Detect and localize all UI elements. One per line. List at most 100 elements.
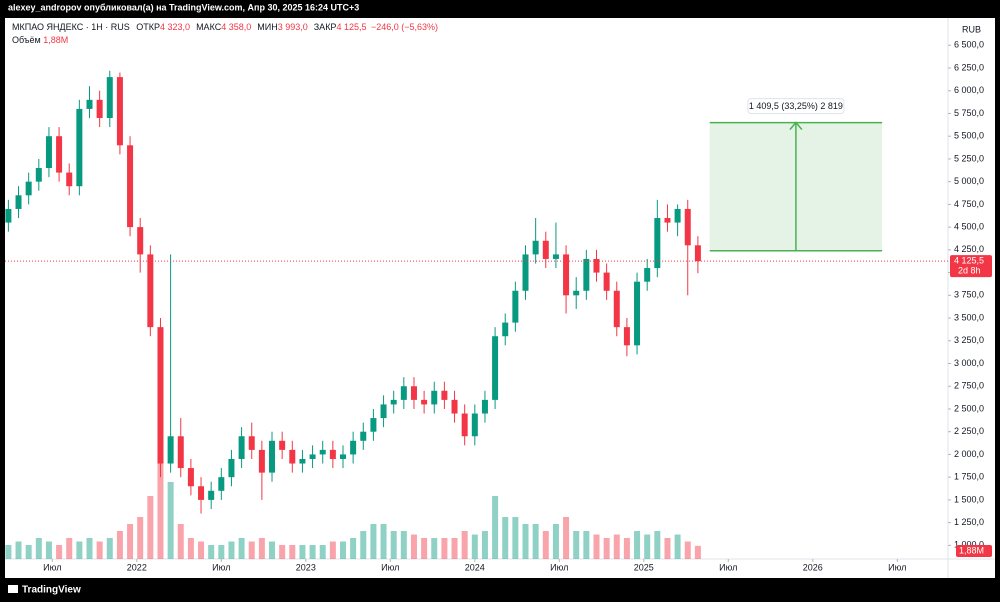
volume-bar	[66, 538, 73, 559]
volume-bar	[583, 531, 590, 559]
candle-body	[309, 454, 316, 459]
y-tick-label: 1 250,0	[954, 517, 984, 527]
volume-bar	[177, 524, 184, 559]
countdown: 2d 8h	[958, 266, 981, 276]
volume-bar	[329, 541, 336, 559]
field-value: 4 125,5	[336, 22, 367, 32]
x-tick-label: 2026	[803, 562, 823, 572]
field-value: 4 358,0	[221, 22, 252, 32]
candle-body	[350, 440, 357, 455]
measure-label-box	[747, 98, 845, 115]
volume-bar	[431, 538, 438, 559]
y-tick-label: 4 250,0	[954, 244, 984, 254]
y-tick-label: 2 750,0	[954, 381, 984, 391]
volume-bar	[461, 531, 468, 559]
y-tick-label: 1 750,0	[954, 472, 984, 482]
x-tick-label: 2022	[127, 562, 147, 572]
candle-body	[106, 77, 113, 119]
volume-bar	[86, 538, 93, 559]
candle-body	[116, 77, 123, 146]
volume-bar	[492, 496, 499, 559]
volume-bar	[522, 524, 529, 559]
volume-value: 1,88M	[43, 35, 69, 45]
volume-bar	[137, 517, 144, 559]
x-tick-label: Июл	[212, 562, 230, 572]
candle-body	[15, 195, 22, 209]
volume-bar	[694, 545, 701, 559]
candle-body	[431, 390, 438, 405]
x-tick-label: 2025	[634, 562, 654, 572]
volume-bar	[684, 541, 691, 559]
candle-body	[664, 218, 671, 223]
brand: TradingView	[8, 585, 81, 596]
y-tick-label: 1 000,0	[954, 540, 984, 550]
volume-bar	[127, 524, 134, 559]
candle-body	[177, 436, 184, 469]
volume-bar	[603, 538, 610, 559]
y-tick-label: 3 500,0	[954, 312, 984, 322]
brand-name: TradingView	[22, 585, 81, 596]
volume-bar	[76, 541, 83, 559]
volume-bar	[45, 541, 52, 559]
volume-bar	[228, 541, 235, 559]
field-value: 4 323,0	[160, 22, 191, 32]
volume-bar	[339, 541, 346, 559]
candle-body	[5, 208, 12, 223]
volume-bar	[25, 545, 32, 559]
candle-body	[623, 327, 630, 346]
candle-body	[299, 458, 306, 464]
candle-body	[593, 258, 600, 273]
candle-body	[258, 449, 265, 473]
volume-bar	[5, 545, 12, 559]
volume-bar	[289, 545, 296, 559]
volume-bar	[218, 545, 225, 559]
candle-body	[552, 254, 559, 259]
volume-bar	[35, 538, 42, 559]
candle-body	[76, 108, 83, 187]
volume-bar	[360, 531, 367, 559]
y-tick-label: 3 000,0	[954, 358, 984, 368]
x-tick-label: 2023	[296, 562, 316, 572]
change: −246,0 (−5,63%)	[370, 22, 439, 32]
candle-body	[400, 386, 407, 400]
candle-body	[269, 440, 276, 473]
candle-body	[370, 418, 377, 432]
volume-bar	[279, 545, 286, 559]
volume-bar	[502, 517, 509, 559]
volume-bar	[96, 541, 103, 559]
candle-body	[228, 458, 235, 478]
x-tick-label: Июл	[381, 562, 399, 572]
volume-bar	[613, 534, 620, 559]
y-tick-label: 3 750,0	[954, 290, 984, 300]
candle-body	[502, 322, 509, 337]
x-tick-label: Июл	[550, 562, 568, 572]
volume-bar	[56, 545, 63, 559]
candle-body	[603, 272, 610, 291]
publisher-line: alexey_andropov опубликовал(а) на Tradin…	[8, 2, 359, 12]
candle-body	[218, 477, 225, 491]
candle-body	[441, 390, 448, 400]
volume-bar	[370, 524, 377, 559]
field-name: ОТКР	[136, 22, 161, 32]
candle-body	[248, 436, 255, 450]
y-tick-label: 1 500,0	[954, 494, 984, 504]
volume-bar	[593, 534, 600, 559]
volume-bar	[644, 534, 651, 559]
field-name: МИН	[257, 22, 278, 32]
volume-bar	[634, 531, 641, 559]
volume-bar	[106, 538, 113, 559]
candle-body	[127, 145, 134, 228]
candle-body	[329, 449, 336, 459]
y-tick-label: 5 000,0	[954, 176, 984, 186]
volume-axis-label: 1,88M	[959, 545, 984, 555]
candle-body	[654, 218, 661, 269]
candle-body	[684, 208, 691, 246]
candle-body	[380, 404, 387, 419]
candle-body	[492, 336, 499, 400]
volume-bar	[654, 531, 661, 559]
candle-body	[45, 136, 52, 169]
candle-body	[481, 399, 488, 414]
candle-body	[674, 208, 681, 223]
y-tick-label: 5 500,0	[954, 131, 984, 141]
